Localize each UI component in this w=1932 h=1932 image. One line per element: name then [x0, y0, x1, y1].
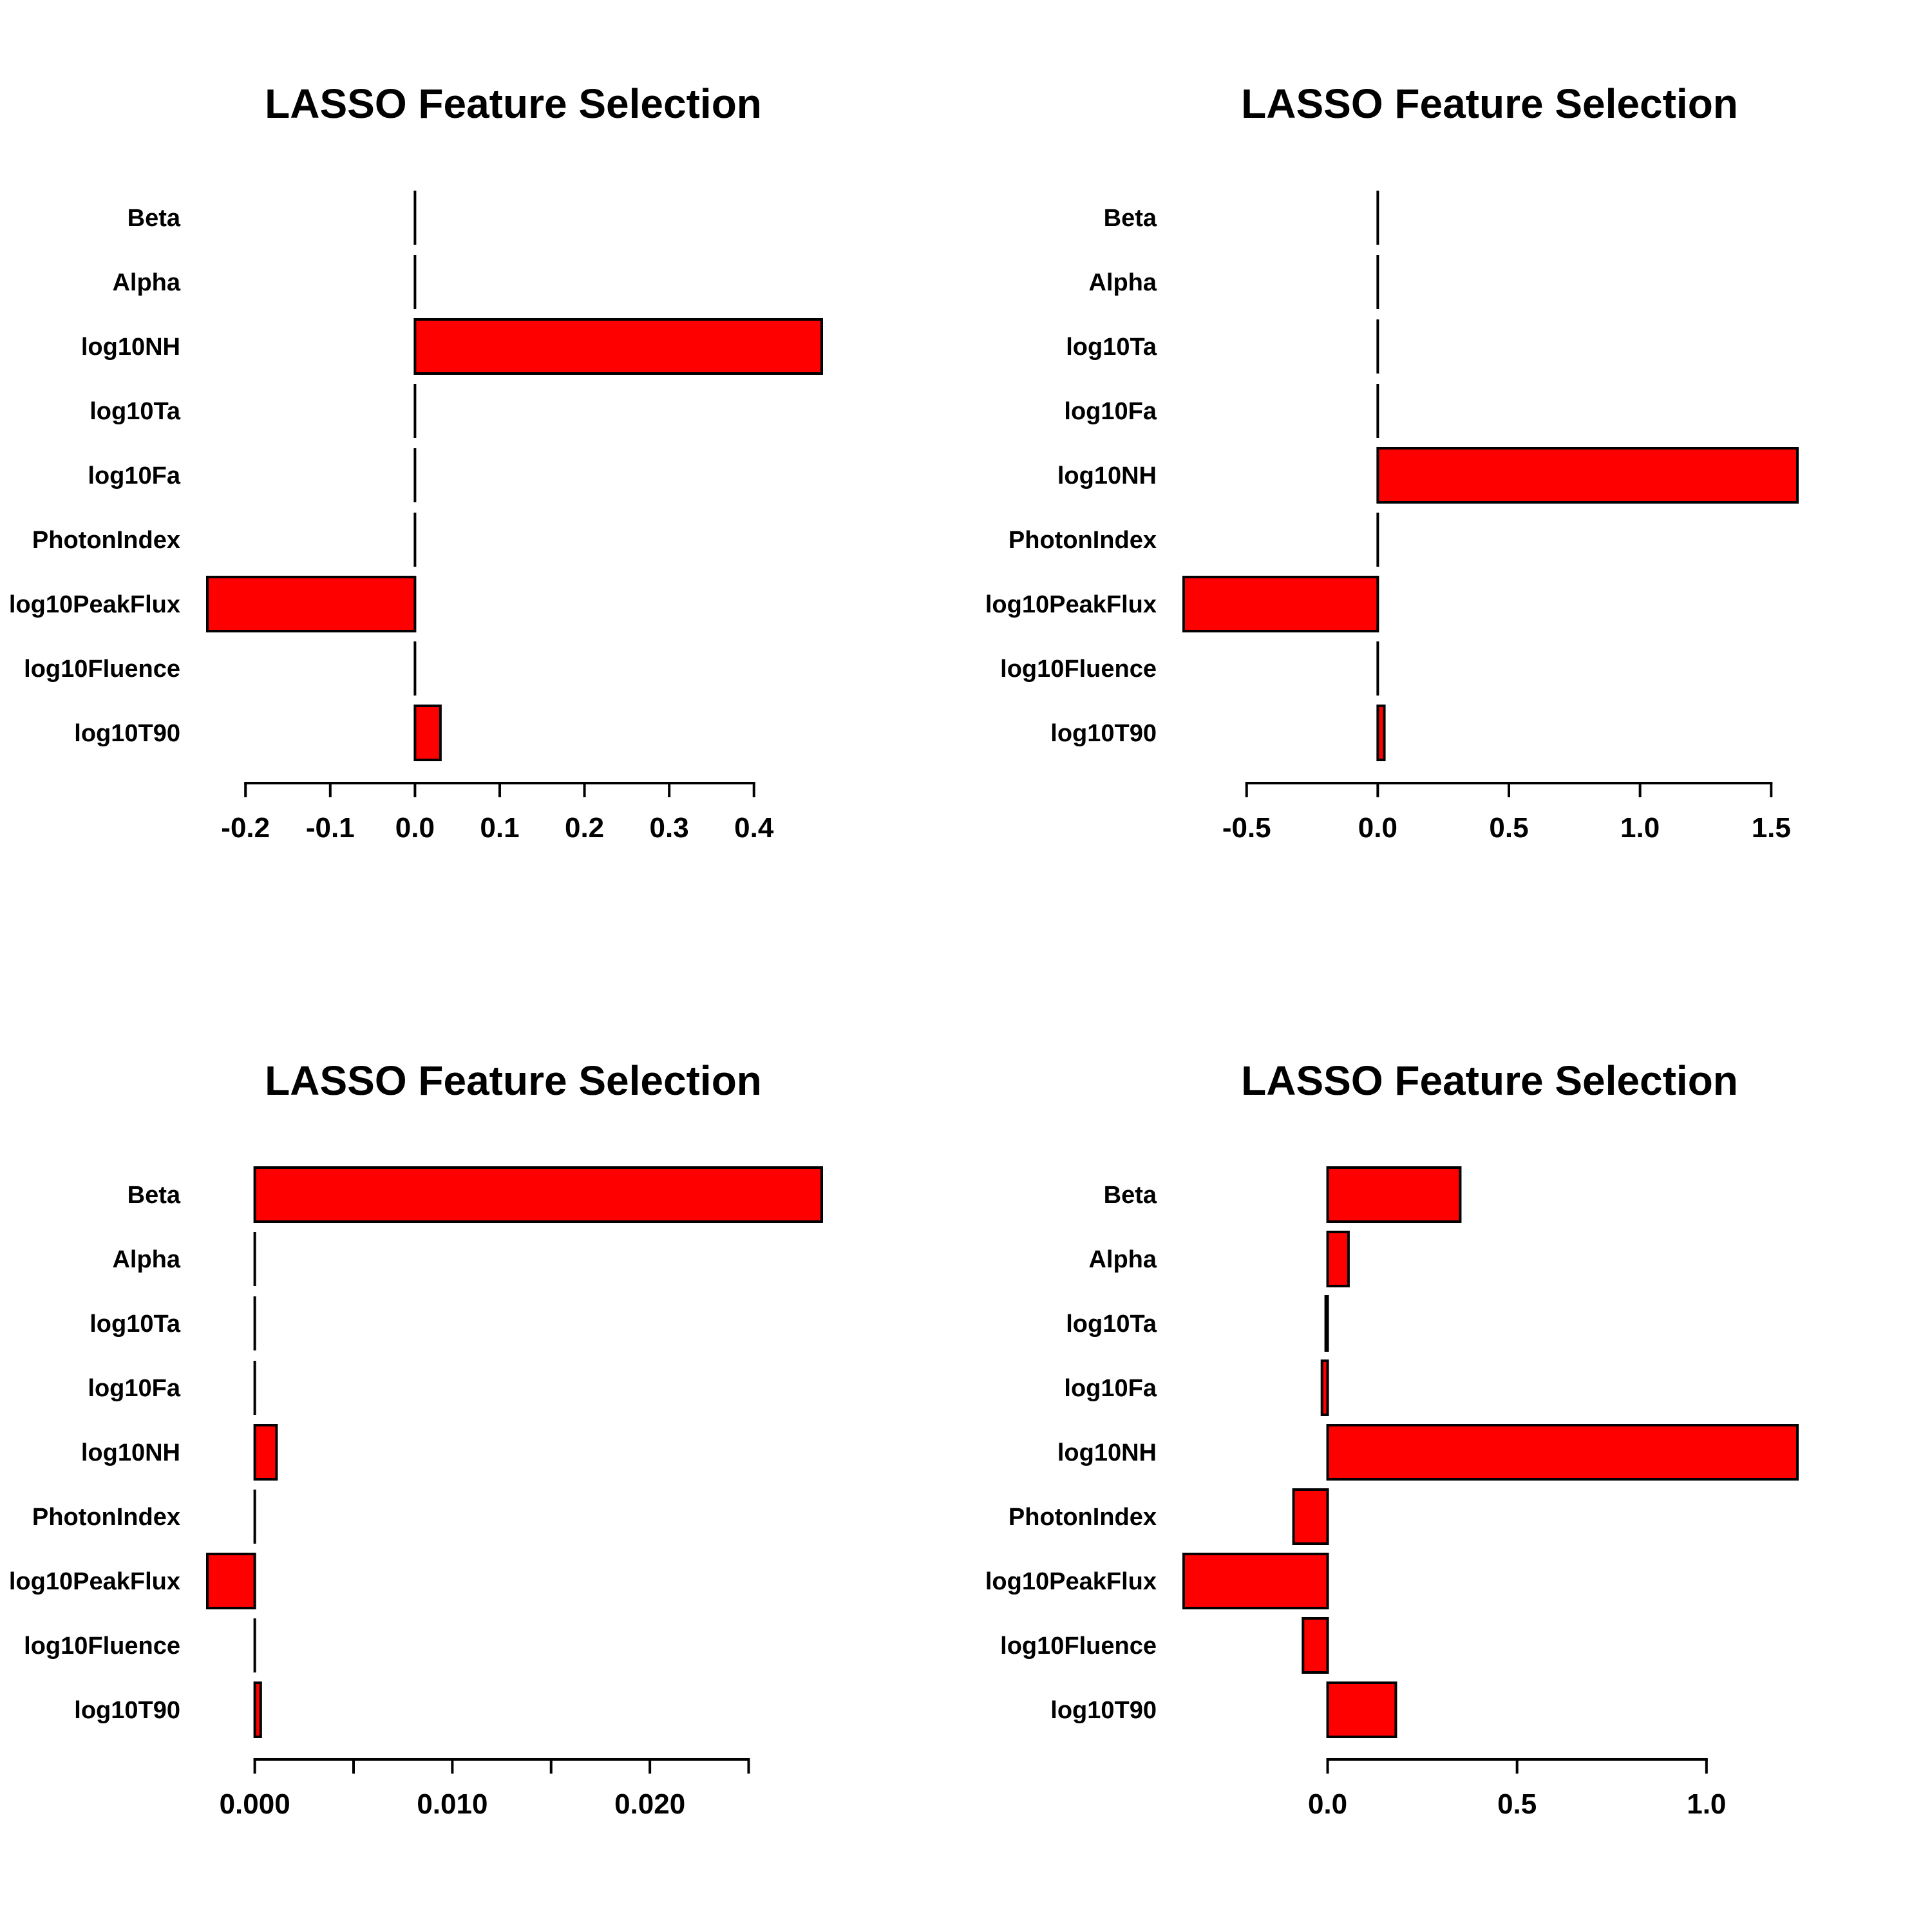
category-label: log10Fluence [24, 1633, 180, 1660]
chart-title: LASSO Feature Selection [265, 1057, 762, 1104]
x-tick-label: 0.5 [1489, 812, 1528, 844]
category-label: Beta [128, 205, 181, 232]
category-label: Alpha [1088, 269, 1157, 296]
bar [1324, 1295, 1329, 1352]
category-label: log10Fa [1064, 398, 1157, 425]
x-tick-label: 1.0 [1687, 1788, 1726, 1820]
x-tick-label: 0.0 [395, 812, 435, 844]
x-tick-label: 0.2 [565, 812, 604, 844]
category-label: log10Fa [88, 1375, 180, 1402]
chart-title: LASSO Feature Selection [1241, 80, 1738, 127]
x-tick-label: 0.000 [220, 1788, 290, 1820]
category-label: Alpha [1088, 1246, 1157, 1273]
category-label: PhotonIndex [1009, 1504, 1157, 1531]
category-label: log10T90 [74, 1697, 180, 1724]
category-label: Beta [128, 1182, 181, 1209]
bar [206, 1553, 256, 1609]
x-tick-label: 0.4 [734, 812, 774, 844]
category-label: log10NH [1057, 462, 1157, 489]
bar [413, 705, 442, 761]
x-tick-label: 0.5 [1497, 1788, 1537, 1820]
bar [1182, 576, 1379, 632]
bar [253, 1681, 262, 1738]
bar [253, 1166, 823, 1223]
x-tick-label: 0.020 [614, 1788, 685, 1820]
category-label: log10Fluence [1000, 656, 1157, 683]
bar [1326, 1424, 1799, 1481]
chart-panel-bottom-left: LASSO Feature Selection Beta Alpha log10Ta l… [9, 1057, 823, 1820]
category-label: log10NH [81, 334, 180, 361]
x-tick-label: 0.3 [650, 812, 689, 844]
x-tick-label: 0.0 [1358, 812, 1397, 844]
x-tick-label: -0.1 [306, 812, 355, 844]
category-label: log10Ta [90, 1311, 181, 1338]
bar [1376, 447, 1799, 504]
category-label: log10NH [81, 1439, 180, 1466]
x-tick-label: 0.0 [1308, 1788, 1347, 1820]
x-tick-label: 1.5 [1752, 812, 1791, 844]
category-label: log10T90 [1050, 720, 1157, 747]
bar [1320, 1359, 1329, 1416]
category-label: log10Ta [1066, 1311, 1157, 1338]
category-label: log10T90 [74, 720, 180, 747]
category-label: log10Fa [88, 462, 180, 489]
bar [1182, 1553, 1329, 1609]
bar [1302, 1617, 1329, 1674]
chart-panel-top-left: LASSO Feature Selection Beta Alpha log10NH l… [9, 80, 823, 844]
chart-title: LASSO Feature Selection [1241, 1057, 1738, 1104]
bar [1326, 1681, 1397, 1738]
category-label: log10PeakFlux [9, 1568, 180, 1595]
category-label: Beta [1104, 1182, 1157, 1209]
category-label: PhotonIndex [32, 1504, 180, 1531]
category-label: Beta [1104, 205, 1157, 232]
x-tick-label: 1.0 [1620, 812, 1660, 844]
bar [1376, 705, 1386, 761]
category-label: log10Fa [1064, 1375, 1157, 1402]
category-label: log10Fluence [1000, 1633, 1157, 1660]
category-label: log10Ta [1066, 334, 1157, 361]
x-tick-label: 0.1 [480, 812, 519, 844]
bar [413, 318, 823, 375]
bar [253, 1424, 278, 1481]
category-label: log10PeakFlux [985, 1568, 1157, 1595]
x-tick-label: -0.5 [1222, 812, 1271, 844]
category-label: log10NH [1057, 1439, 1157, 1466]
category-label: log10Fluence [24, 656, 180, 683]
chart-panel-top-right: LASSO Feature Selection Beta Alpha log10Ta l… [985, 80, 1799, 844]
category-label: log10Ta [90, 398, 181, 425]
category-label: log10T90 [1050, 1697, 1157, 1724]
x-tick-label: 0.010 [417, 1788, 488, 1820]
category-label: Alpha [112, 1246, 180, 1273]
category-label: PhotonIndex [32, 527, 180, 554]
chart-title: LASSO Feature Selection [265, 80, 762, 127]
bar [1326, 1231, 1350, 1287]
category-label: PhotonIndex [1009, 527, 1157, 554]
bar [1326, 1166, 1462, 1223]
chart-panel-bottom-right: LASSO Feature Selection Beta Alpha log10Ta l… [985, 1057, 1799, 1820]
category-label: log10PeakFlux [9, 591, 180, 618]
bar [1292, 1488, 1329, 1545]
category-label: Alpha [112, 269, 180, 296]
bar [206, 576, 417, 632]
x-tick-label: -0.2 [221, 812, 270, 844]
category-label: log10PeakFlux [985, 591, 1157, 618]
